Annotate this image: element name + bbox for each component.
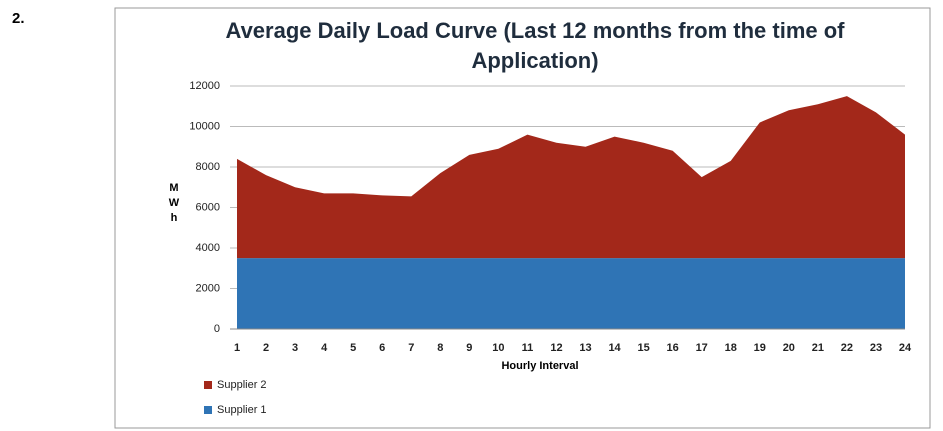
x-tick-label: 18 [725, 342, 737, 354]
x-tick-label: 7 [408, 342, 414, 354]
area [237, 258, 905, 329]
legend-swatch [204, 381, 212, 389]
x-tick-label: 10 [492, 342, 504, 354]
legend-label: Supplier 1 [217, 404, 267, 416]
x-tick-label: 12 [550, 342, 562, 354]
x-tick-label: 6 [379, 342, 385, 354]
x-tick-label: 1 [234, 342, 240, 354]
chart-title: Average Daily Load Curve (Last 12 months… [225, 18, 845, 73]
legend-label: Supplier 2 [217, 379, 267, 391]
x-tick-label: 2 [263, 342, 269, 354]
y-tick-label: 8000 [196, 161, 220, 173]
x-tick-label: 15 [637, 342, 649, 354]
y-tick-label: 2000 [196, 282, 220, 294]
x-tick-label: 16 [667, 342, 679, 354]
x-axis-label: Hourly Interval [501, 360, 579, 372]
legend-swatch [204, 406, 212, 414]
x-tick-label: 5 [350, 342, 356, 354]
x-tick-label: 9 [466, 342, 472, 354]
x-tick-label: 4 [321, 342, 328, 354]
section-number: 2. [12, 10, 25, 27]
y-tick-label: 0 [214, 323, 220, 335]
y-tick-label: 6000 [196, 201, 220, 213]
y-axis-label: MWh [168, 182, 180, 227]
x-tick-label: 20 [783, 342, 795, 354]
x-tick-label: 13 [579, 342, 591, 354]
x-tick-label: 19 [754, 342, 766, 354]
x-tick-label: 17 [696, 342, 708, 354]
y-tick-label: 4000 [196, 242, 220, 254]
x-tick-label: 3 [292, 342, 298, 354]
y-tick-label: 10000 [189, 120, 220, 132]
x-tick-label: 14 [608, 342, 621, 354]
x-tick-label: 24 [899, 342, 912, 354]
y-tick-label: 12000 [189, 80, 220, 92]
x-tick-label: 23 [870, 342, 882, 354]
x-tick-label: 8 [437, 342, 443, 354]
x-tick-label: 22 [841, 342, 853, 354]
x-tick-label: 11 [522, 342, 534, 354]
area [237, 96, 905, 259]
x-tick-label: 21 [812, 342, 824, 354]
